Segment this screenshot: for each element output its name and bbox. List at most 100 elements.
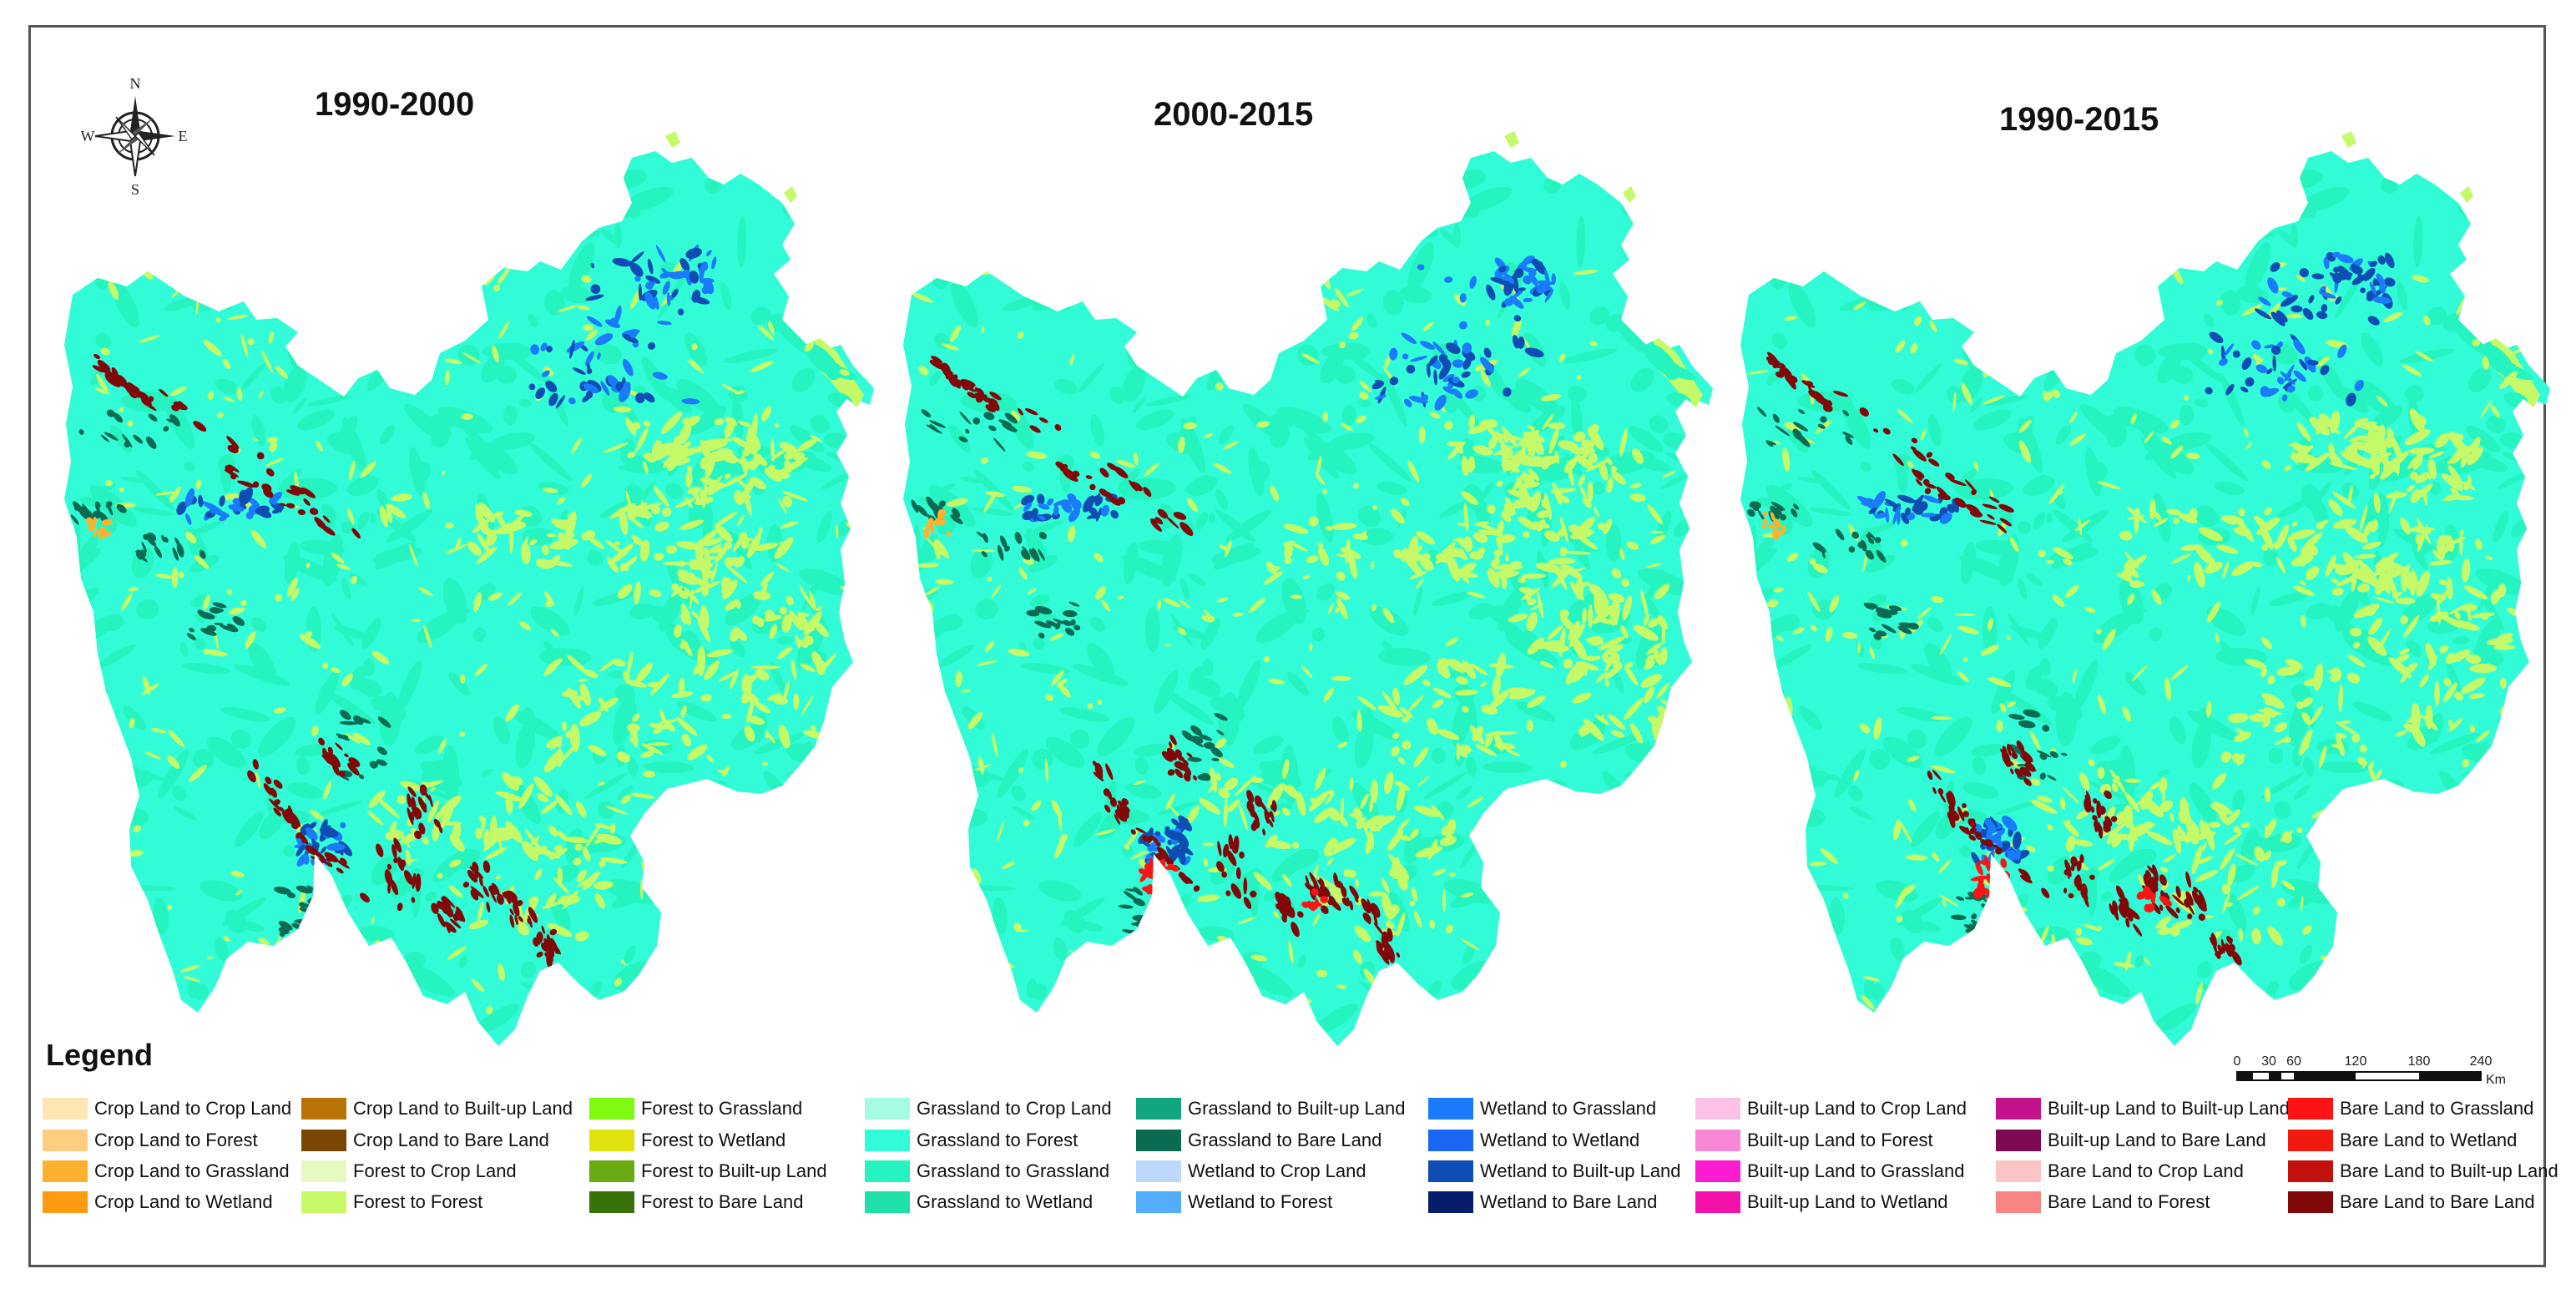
north-arrow-compass: N S E W — [81, 73, 189, 199]
forest-patch — [1413, 806, 1441, 817]
legend-item: Built-up Land to Crop Land — [1695, 1096, 1967, 1121]
forest-patch — [2227, 712, 2249, 723]
forest-patch — [235, 889, 243, 896]
wetland-patch — [1885, 507, 1889, 523]
wetland-patch — [2377, 255, 2386, 265]
forest-patch — [760, 571, 775, 587]
bare-land-patch — [193, 421, 207, 432]
forest-patch — [1518, 481, 1540, 488]
wetland-patch — [396, 301, 404, 316]
bare-land-patch — [335, 742, 343, 751]
wetland-patch — [1512, 273, 1519, 294]
grassland-patch — [1466, 756, 1477, 777]
forest-patch — [683, 586, 700, 604]
forest-patch — [1784, 316, 1797, 321]
bare-land-patch — [280, 503, 287, 507]
forest-patch — [721, 383, 741, 395]
legend-item: Grassland to Built-up Land — [1136, 1096, 1406, 1121]
region-map-2 — [903, 131, 1713, 1046]
forest-patch — [1480, 681, 1488, 687]
bare-land-patch — [326, 862, 333, 867]
forest-patch — [1952, 392, 1957, 412]
forest-patch — [1232, 960, 1237, 966]
forest-patch — [1284, 557, 1292, 564]
grassland-patch — [2263, 549, 2280, 566]
forest-patch — [632, 713, 640, 723]
grassland-patch — [1250, 261, 1301, 287]
grassland-patch — [2474, 231, 2498, 275]
bare-land-patch — [1954, 498, 1967, 508]
wetland-patch — [1408, 396, 1428, 404]
wetland-patch — [590, 284, 601, 295]
forest-patch — [376, 968, 381, 984]
wetland-patch — [395, 283, 404, 291]
forest-patch — [1647, 504, 1663, 524]
bare-land-patch — [270, 787, 277, 798]
wetland-patch — [2293, 339, 2306, 355]
bare-land-patch — [1167, 769, 1175, 776]
forest-patch — [1250, 954, 1268, 962]
forest-patch — [1427, 718, 1438, 735]
forest-patch — [2434, 680, 2440, 706]
forest-patch — [1660, 265, 1671, 273]
forest-patch — [1589, 584, 1607, 601]
forest-patch — [1238, 803, 1249, 831]
grassland-bare-patch — [146, 532, 157, 542]
forest-patch — [2352, 641, 2361, 649]
forest-patch — [2063, 559, 2073, 566]
forest-patch — [2527, 379, 2533, 405]
bare-land-patch — [1366, 917, 1371, 925]
legend-label: Grassland to Grassland — [917, 1160, 1110, 1181]
wetland-patch — [2272, 355, 2276, 372]
forest-patch — [2382, 937, 2387, 943]
forest-patch — [2486, 637, 2513, 646]
wetland-patch — [300, 828, 307, 836]
grassland-bare-patch — [212, 602, 227, 609]
legend-label: Crop Land to Bare Land — [353, 1130, 549, 1150]
forest-patch — [835, 524, 839, 538]
forest-patch — [2234, 731, 2251, 742]
forest-patch — [1654, 584, 1670, 599]
forest-patch — [785, 314, 791, 320]
forest-patch — [2336, 919, 2342, 927]
forest-patch — [1467, 796, 1483, 808]
forest-patch — [1768, 256, 1780, 270]
wetland-patch — [356, 299, 363, 305]
forest-patch — [105, 480, 113, 487]
forest-patch — [1467, 591, 1485, 599]
bare-land-patch — [1320, 885, 1330, 897]
bare-land-patch — [527, 917, 532, 925]
grassland-patch — [163, 296, 200, 311]
bare-to-grassland-patch — [2144, 903, 2150, 912]
forest-patch — [577, 872, 601, 887]
forest-patch — [1089, 451, 1100, 459]
wetland-patch — [2335, 296, 2342, 305]
bare-land-patch — [490, 890, 497, 903]
forest-patch — [2172, 828, 2181, 854]
grassland-patch — [1515, 701, 1556, 722]
wetland-patch — [320, 847, 327, 854]
forest-patch — [1773, 839, 1778, 847]
grassland-patch — [1320, 352, 1344, 384]
forest-patch — [1747, 370, 1769, 375]
forest-patch — [1809, 861, 1827, 867]
forest-patch — [1117, 595, 1124, 599]
forest-patch — [2235, 728, 2245, 735]
grassland-patch — [220, 707, 271, 722]
forest-patch — [2153, 518, 2169, 528]
bare-land-patch — [513, 902, 520, 917]
forest-patch — [1895, 340, 1906, 353]
grassland-patch — [1160, 534, 1183, 587]
forest-patch — [1336, 591, 1351, 600]
wetland-patch — [1551, 273, 1556, 286]
grassland-patch — [2124, 671, 2147, 696]
grassland-patch — [372, 547, 422, 564]
bare-land-patch — [392, 845, 397, 857]
forest-patch — [1184, 969, 1200, 978]
forest-patch — [2154, 511, 2162, 521]
forest-patch — [1325, 792, 1335, 805]
forest-patch — [1511, 497, 1535, 509]
wetland-patch — [689, 270, 700, 284]
forest-patch — [649, 589, 662, 598]
forest-patch — [1333, 837, 1356, 852]
